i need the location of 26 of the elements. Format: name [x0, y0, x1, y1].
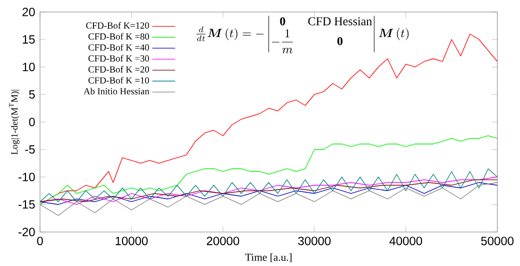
x-tick-label: 0 [37, 236, 43, 246]
y-tick-label: 5 [29, 90, 35, 99]
y-tick-label: -5 [25, 145, 35, 154]
y-tick-label: 15 [22, 35, 35, 44]
x-tick-label: 40000 [389, 236, 422, 246]
legend-label: CFD-Bof K=120 [86, 22, 149, 29]
y-tick-label: 10 [22, 62, 35, 72]
legend-label: CFD-Bof K =80 [88, 32, 149, 40]
legend-label: CFD-Bof K =20 [88, 66, 149, 73]
legend-label: Ab Initio Hessian [84, 88, 150, 94]
y-tick-label: -15 [18, 200, 35, 209]
y-tick-label: -10 [18, 172, 35, 182]
x-axis-title: Time [a.u.] [245, 253, 292, 262]
x-tick-label: 10000 [116, 236, 148, 246]
x-tick-label: 30000 [298, 236, 331, 246]
y-tick-label: 0 [29, 118, 35, 126]
y-tick-label: 20 [22, 8, 35, 16]
legend-label: CFD-Bof K =40 [88, 44, 149, 51]
line-series [40, 168, 498, 202]
legend-label: CFD-Bof K =30 [88, 54, 149, 62]
y-tick-label: -20 [18, 228, 35, 236]
legend-label: CFD-Bof K =10 [88, 76, 149, 84]
y-axis-title: Log|1-det(M$^{T}$M)| [9, 90, 20, 154]
x-tick-label: 20000 [206, 236, 240, 246]
annotation: $\frac{d}{dt}\boldsymbol{M}\left(t\right)=-\left|\begin{matrix}\mathbf{0} & \mathrm{CFD\ Hessian}\\ -\dfrac{1}{m} & \mathbf{0}\end{matrix}\right|\boldsymbol{M}\left(t\right)$ [196, 16, 409, 54]
x-tick-label: 50000 [481, 236, 514, 246]
